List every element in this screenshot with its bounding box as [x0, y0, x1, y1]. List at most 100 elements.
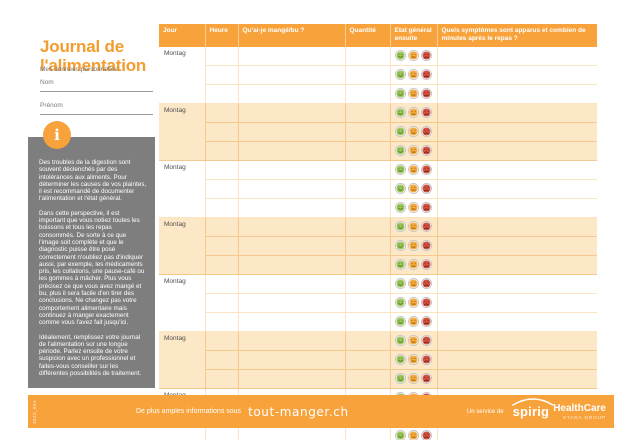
neutral-face-icon[interactable]	[408, 88, 419, 100]
symptoms-entry-cell[interactable]	[436, 350, 597, 370]
quantity-entry-cell[interactable]	[344, 274, 391, 294]
sad-face-icon[interactable]	[421, 373, 432, 385]
happy-face-icon[interactable]	[395, 430, 406, 440]
firstname-field-line[interactable]	[40, 113, 153, 115]
symptoms-entry-cell[interactable]	[436, 103, 597, 123]
quantity-entry-cell[interactable]	[344, 331, 391, 351]
quantity-entry-cell[interactable]	[344, 179, 391, 199]
neutral-face-icon[interactable]	[408, 259, 419, 271]
food-entry-cell[interactable]	[237, 217, 346, 237]
quantity-entry-cell[interactable]	[344, 255, 391, 275]
sad-face-icon[interactable]	[421, 107, 432, 119]
quantity-entry-cell[interactable]	[344, 312, 391, 332]
symptoms-entry-cell[interactable]	[436, 160, 597, 180]
quantity-entry-cell[interactable]	[344, 160, 391, 180]
symptoms-entry-cell[interactable]	[436, 47, 597, 66]
symptoms-entry-cell[interactable]	[436, 293, 597, 313]
symptoms-entry-cell[interactable]	[436, 255, 597, 275]
sad-face-icon[interactable]	[421, 240, 432, 252]
sad-face-icon[interactable]	[421, 335, 432, 347]
food-entry-cell[interactable]	[237, 293, 346, 313]
sad-face-icon[interactable]	[421, 145, 432, 157]
quantity-entry-cell[interactable]	[344, 217, 391, 237]
time-entry-cell[interactable]	[204, 274, 239, 294]
time-entry-cell[interactable]	[205, 236, 239, 256]
quantity-entry-cell[interactable]	[344, 47, 391, 66]
food-entry-cell[interactable]	[237, 350, 346, 370]
sad-face-icon[interactable]	[421, 202, 432, 214]
happy-face-icon[interactable]	[395, 278, 406, 290]
time-entry-cell[interactable]	[205, 255, 239, 275]
food-entry-cell[interactable]	[237, 103, 346, 123]
neutral-face-icon[interactable]	[408, 183, 419, 195]
time-entry-cell[interactable]	[205, 369, 239, 389]
sad-face-icon[interactable]	[421, 316, 432, 328]
name-field[interactable]: Nom	[40, 79, 153, 92]
happy-face-icon[interactable]	[395, 202, 406, 214]
sad-face-icon[interactable]	[421, 50, 432, 62]
happy-face-icon[interactable]	[395, 183, 406, 195]
time-entry-cell[interactable]	[205, 179, 239, 199]
food-entry-cell[interactable]	[237, 65, 346, 85]
sad-face-icon[interactable]	[421, 221, 432, 233]
symptoms-entry-cell[interactable]	[436, 84, 597, 104]
sad-face-icon[interactable]	[421, 259, 432, 271]
sad-face-icon[interactable]	[421, 297, 432, 309]
happy-face-icon[interactable]	[395, 145, 406, 157]
time-entry-cell[interactable]	[205, 141, 239, 161]
neutral-face-icon[interactable]	[408, 316, 419, 328]
quantity-entry-cell[interactable]	[344, 122, 391, 142]
neutral-face-icon[interactable]	[408, 278, 419, 290]
happy-face-icon[interactable]	[395, 221, 406, 233]
sad-face-icon[interactable]	[421, 88, 432, 100]
food-entry-cell[interactable]	[237, 141, 346, 161]
time-entry-cell[interactable]	[205, 293, 239, 313]
neutral-face-icon[interactable]	[408, 50, 419, 62]
quantity-entry-cell[interactable]	[344, 350, 391, 370]
happy-face-icon[interactable]	[395, 126, 406, 138]
time-entry-cell[interactable]	[205, 350, 239, 370]
happy-face-icon[interactable]	[395, 69, 406, 81]
sad-face-icon[interactable]	[421, 430, 432, 440]
quantity-entry-cell[interactable]	[344, 65, 391, 85]
quantity-entry-cell[interactable]	[344, 426, 391, 440]
symptoms-entry-cell[interactable]	[436, 236, 597, 256]
time-entry-cell[interactable]	[204, 160, 239, 180]
symptoms-entry-cell[interactable]	[436, 65, 597, 85]
website-link[interactable]: tout-manger.ch	[248, 404, 349, 419]
neutral-face-icon[interactable]	[408, 107, 419, 119]
food-entry-cell[interactable]	[237, 369, 346, 389]
food-entry-cell[interactable]	[237, 312, 346, 332]
symptoms-entry-cell[interactable]	[436, 369, 597, 389]
time-entry-cell[interactable]	[205, 198, 239, 218]
time-entry-cell[interactable]	[205, 426, 239, 440]
food-entry-cell[interactable]	[237, 255, 346, 275]
time-entry-cell[interactable]	[205, 84, 239, 104]
symptoms-entry-cell[interactable]	[436, 331, 597, 351]
food-entry-cell[interactable]	[237, 122, 346, 142]
symptoms-entry-cell[interactable]	[436, 198, 597, 218]
food-entry-cell[interactable]	[237, 274, 346, 294]
neutral-face-icon[interactable]	[408, 297, 419, 309]
sad-face-icon[interactable]	[421, 164, 432, 176]
food-entry-cell[interactable]	[237, 179, 346, 199]
symptoms-entry-cell[interactable]	[436, 179, 597, 199]
sad-face-icon[interactable]	[421, 354, 432, 366]
quantity-entry-cell[interactable]	[344, 84, 391, 104]
quantity-entry-cell[interactable]	[344, 236, 391, 256]
food-entry-cell[interactable]	[237, 84, 346, 104]
symptoms-entry-cell[interactable]	[436, 141, 597, 161]
symptoms-entry-cell[interactable]	[436, 312, 597, 332]
happy-face-icon[interactable]	[395, 297, 406, 309]
time-entry-cell[interactable]	[205, 122, 239, 142]
name-field-line[interactable]	[40, 90, 153, 92]
quantity-entry-cell[interactable]	[344, 293, 391, 313]
neutral-face-icon[interactable]	[408, 240, 419, 252]
food-entry-cell[interactable]	[237, 160, 346, 180]
neutral-face-icon[interactable]	[408, 354, 419, 366]
symptoms-entry-cell[interactable]	[436, 274, 597, 294]
neutral-face-icon[interactable]	[408, 430, 419, 440]
neutral-face-icon[interactable]	[408, 335, 419, 347]
sad-face-icon[interactable]	[421, 278, 432, 290]
neutral-face-icon[interactable]	[408, 145, 419, 157]
